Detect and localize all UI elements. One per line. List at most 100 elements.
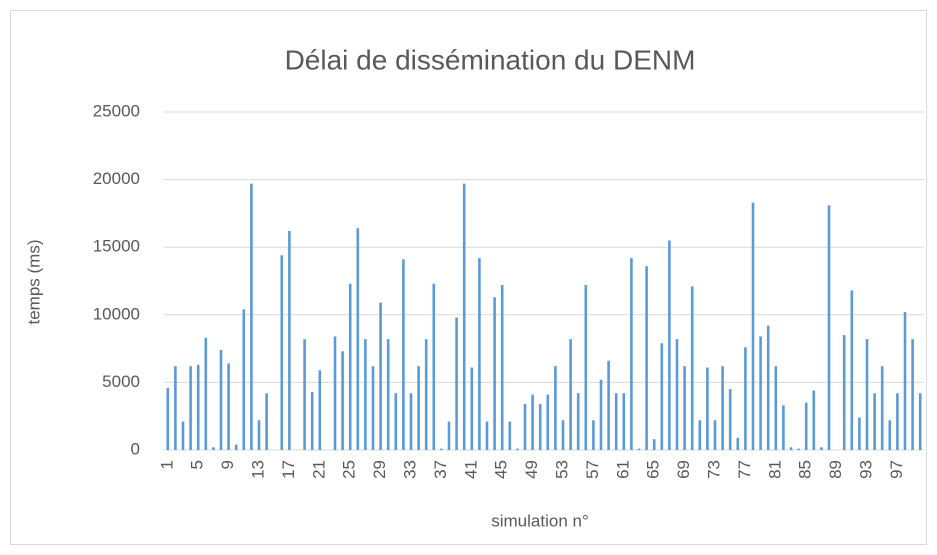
x-tick-label: 9 bbox=[218, 460, 237, 469]
bar bbox=[554, 366, 557, 450]
bar bbox=[827, 205, 831, 450]
bar bbox=[356, 228, 360, 450]
bar bbox=[257, 420, 261, 450]
x-tick-label: 41 bbox=[461, 460, 480, 479]
bar bbox=[174, 366, 177, 450]
bar bbox=[782, 405, 785, 450]
bar bbox=[759, 336, 762, 450]
bar bbox=[212, 447, 215, 450]
bar bbox=[348, 283, 352, 450]
bar bbox=[842, 335, 846, 450]
bar bbox=[865, 339, 869, 450]
y-tick-label: 15000 bbox=[93, 237, 140, 256]
bar bbox=[508, 421, 512, 450]
bar bbox=[265, 393, 268, 450]
x-tick-label: 13 bbox=[248, 460, 267, 479]
bar bbox=[447, 421, 451, 450]
bar bbox=[333, 336, 337, 450]
bar bbox=[485, 421, 489, 450]
bar bbox=[774, 366, 778, 450]
bar bbox=[538, 404, 542, 450]
x-tick-label: 25 bbox=[340, 460, 359, 479]
bar bbox=[675, 339, 679, 450]
x-tick-label: 53 bbox=[552, 460, 571, 479]
chart-title: Délai de dissémination du DENM bbox=[285, 44, 696, 75]
bar bbox=[599, 379, 603, 450]
bar bbox=[622, 393, 626, 450]
bar bbox=[250, 183, 253, 450]
bar bbox=[523, 404, 527, 450]
bar bbox=[364, 339, 367, 450]
bar bbox=[812, 390, 816, 450]
x-tick-label: 33 bbox=[400, 460, 419, 479]
y-tick-label: 20000 bbox=[93, 169, 140, 188]
bar bbox=[797, 448, 800, 450]
bar bbox=[873, 393, 876, 450]
bar bbox=[440, 448, 443, 450]
bar bbox=[204, 337, 208, 450]
bar bbox=[896, 393, 899, 450]
chart-border bbox=[10, 10, 927, 545]
x-tick-label: 65 bbox=[644, 460, 663, 479]
bar bbox=[493, 297, 496, 450]
bar bbox=[888, 420, 892, 450]
bar bbox=[576, 393, 580, 450]
bar bbox=[690, 286, 694, 450]
bar bbox=[227, 363, 230, 450]
x-tick-label: 85 bbox=[796, 460, 815, 479]
bar bbox=[592, 420, 595, 450]
bar bbox=[394, 393, 398, 450]
bar bbox=[219, 349, 223, 450]
x-tick-label: 89 bbox=[826, 460, 845, 479]
x-tick-label: 21 bbox=[309, 460, 328, 479]
bar bbox=[820, 447, 823, 450]
bar bbox=[918, 393, 922, 450]
bar bbox=[789, 447, 793, 450]
bar bbox=[804, 402, 808, 450]
bar bbox=[386, 339, 390, 450]
bar bbox=[478, 258, 481, 450]
x-tick-label: 29 bbox=[370, 460, 389, 479]
x-tick-label: 61 bbox=[613, 460, 632, 479]
bar bbox=[880, 366, 884, 450]
bar bbox=[189, 366, 192, 450]
bar bbox=[668, 240, 671, 450]
bar bbox=[280, 255, 284, 450]
bar bbox=[500, 285, 504, 450]
y-tick-label: 0 bbox=[131, 439, 140, 458]
x-tick-label: 93 bbox=[856, 460, 875, 479]
bar bbox=[371, 366, 375, 450]
x-tick-label: 73 bbox=[704, 460, 723, 479]
bar bbox=[432, 283, 436, 450]
bar bbox=[698, 420, 702, 450]
bar bbox=[683, 366, 686, 450]
x-tick-label: 5 bbox=[188, 460, 207, 469]
bar bbox=[341, 351, 344, 450]
bar bbox=[516, 448, 519, 450]
bar bbox=[181, 421, 185, 450]
bar bbox=[713, 420, 717, 450]
bar bbox=[630, 258, 633, 450]
x-tick-label: 97 bbox=[887, 460, 906, 479]
bar bbox=[569, 339, 572, 450]
bar bbox=[318, 370, 322, 450]
bar bbox=[584, 285, 588, 450]
bar bbox=[409, 393, 413, 450]
bar bbox=[234, 444, 238, 450]
bar bbox=[614, 393, 618, 450]
bar bbox=[850, 290, 854, 450]
bar bbox=[424, 339, 428, 450]
bar bbox=[706, 367, 709, 450]
bar bbox=[652, 439, 656, 450]
bar bbox=[470, 367, 474, 450]
bar bbox=[736, 437, 740, 450]
x-tick-label: 17 bbox=[279, 460, 298, 479]
bar bbox=[660, 343, 664, 450]
bar bbox=[417, 366, 420, 450]
y-tick-label: 25000 bbox=[93, 101, 140, 120]
x-tick-label: 45 bbox=[492, 460, 511, 479]
bar bbox=[166, 387, 170, 450]
x-tick-label: 69 bbox=[674, 460, 693, 479]
bar bbox=[303, 339, 306, 450]
